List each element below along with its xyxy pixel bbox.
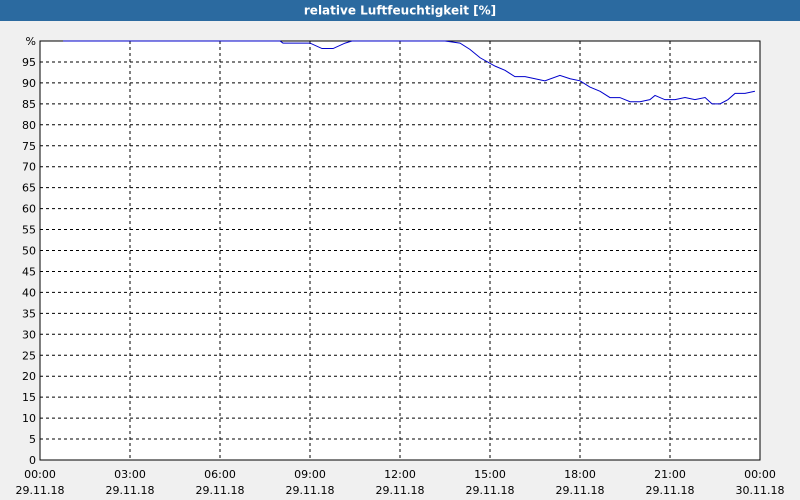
y-tick-label: 35 xyxy=(22,307,36,320)
y-tick-label: 55 xyxy=(22,224,36,237)
y-tick-label: 75 xyxy=(22,140,36,153)
data-line xyxy=(63,40,756,105)
y-tick-label: 5 xyxy=(29,433,36,446)
y-tick-label: 40 xyxy=(22,286,36,299)
x-tick-label: 00:00 xyxy=(24,468,56,481)
x-tick-date: 29.11.18 xyxy=(556,484,605,497)
x-tick-label: 12:00 xyxy=(384,468,416,481)
y-tick-label: 65 xyxy=(22,182,36,195)
y-tick-label: 50 xyxy=(22,245,36,258)
y-tick-label: 20 xyxy=(22,370,36,383)
y-tick-label: 85 xyxy=(22,98,36,111)
title-bar xyxy=(0,0,800,21)
y-tick-label: 80 xyxy=(22,119,36,132)
y-tick-label: 25 xyxy=(22,349,36,362)
x-tick-label: 09:00 xyxy=(294,468,326,481)
y-tick-label: 45 xyxy=(22,265,36,278)
x-tick-date: 29.11.18 xyxy=(286,484,335,497)
chart-title: relative Luftfeuchtigkeit [%] xyxy=(304,4,496,18)
y-tick-label: % xyxy=(26,35,36,48)
x-tick-label: 21:00 xyxy=(654,468,686,481)
y-tick-label: 70 xyxy=(22,161,36,174)
x-tick-date: 29.11.18 xyxy=(376,484,425,497)
x-tick-date: 29.11.18 xyxy=(16,484,65,497)
x-tick-date: 29.11.18 xyxy=(466,484,515,497)
x-tick-label: 00:00 xyxy=(744,468,776,481)
y-tick-label: 60 xyxy=(22,203,36,216)
x-tick-label: 15:00 xyxy=(474,468,506,481)
x-tick-date: 29.11.18 xyxy=(646,484,695,497)
x-tick-date: 29.11.18 xyxy=(106,484,155,497)
x-tick-label: 03:00 xyxy=(114,468,146,481)
x-tick-label: 06:00 xyxy=(204,468,236,481)
x-tick-date: 30.11.18 xyxy=(736,484,785,497)
y-tick-label: 0 xyxy=(29,454,36,467)
y-tick-label: 10 xyxy=(22,412,36,425)
y-tick-label: 30 xyxy=(22,328,36,341)
x-tick-label: 18:00 xyxy=(564,468,596,481)
y-tick-label: 15 xyxy=(22,391,36,404)
y-tick-label: 95 xyxy=(22,56,36,69)
x-tick-date: 29.11.18 xyxy=(196,484,245,497)
y-tick-label: 90 xyxy=(22,77,36,90)
